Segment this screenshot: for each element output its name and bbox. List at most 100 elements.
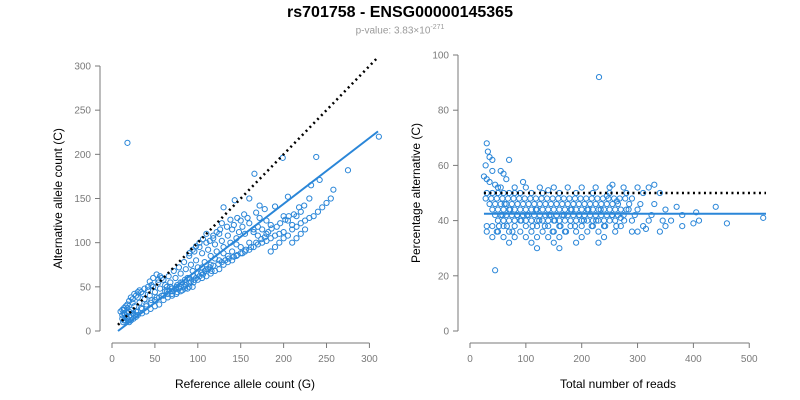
left-data-point: [261, 234, 268, 241]
right-data-point: [588, 195, 595, 202]
right-data-point: [541, 223, 548, 230]
left-data-point: [153, 271, 160, 278]
left-data-point: [297, 230, 304, 237]
left-data-point: [289, 221, 296, 229]
left-data-point: [198, 250, 206, 257]
left-y-tick-label: 300: [74, 62, 91, 73]
left-data-point: [203, 273, 210, 280]
chart-title: rs701758 - ENSG00000145365: [287, 4, 513, 21]
left-data-point: [254, 232, 261, 239]
right-data-point: [573, 228, 580, 235]
left-data-point: [186, 280, 193, 287]
right-data-point: [522, 234, 529, 241]
right-data-point: [760, 214, 767, 221]
left-data-point: [165, 273, 172, 280]
right-data-point: [499, 195, 506, 202]
right-data-point: [497, 167, 504, 175]
left-data-point: [210, 232, 217, 239]
left-data-point: [301, 217, 309, 224]
right-data-point: [483, 140, 490, 147]
left-data-point: [129, 299, 136, 306]
left-data-point: [220, 204, 227, 211]
right-data-point: [504, 195, 512, 202]
right-data-point: [628, 228, 636, 235]
right-data-point: [656, 189, 663, 197]
right-data-point: [492, 267, 499, 274]
left-data-point: [131, 290, 138, 297]
left-data-point: [117, 308, 124, 315]
right-data-point: [483, 223, 490, 230]
left-x-tick-label: 250: [318, 354, 335, 365]
left-data-point: [261, 206, 268, 213]
right-data-point: [545, 223, 552, 230]
left-data-point: [167, 279, 174, 286]
left-data-point: [314, 208, 322, 215]
right-data-point: [592, 200, 599, 208]
left-data-point: [259, 226, 266, 233]
left-data-point: [253, 209, 260, 216]
right-data-point: [500, 234, 507, 241]
right-data-point: [612, 228, 619, 235]
left-y-tick-label: 200: [74, 150, 91, 161]
left-reference-line: [117, 56, 379, 326]
left-data-point: [233, 241, 240, 248]
right-data-point: [608, 211, 615, 219]
right-y-tick-label: 80: [438, 106, 450, 117]
right-y-axis-label: Percentage alternative (C): [409, 123, 423, 263]
right-data-point: [483, 228, 490, 235]
right-data-point: [645, 217, 652, 224]
scatter-plot-counts: 0 50 100 150 200 250 300 Reference allele count…: [51, 56, 382, 391]
right-data-point: [594, 195, 601, 202]
left-data-point: [186, 252, 193, 260]
right-data-point: [595, 73, 603, 81]
right-data-point: [549, 228, 556, 235]
right-data-point: [507, 206, 514, 213]
right-data-point: [494, 217, 502, 224]
right-data-point: [580, 217, 588, 224]
right-data-point: [648, 211, 655, 219]
left-data-point: [319, 204, 326, 211]
right-data-point: [517, 228, 524, 235]
left-data-point: [182, 266, 189, 273]
right-data-point: [500, 217, 507, 224]
right-data-point: [581, 200, 588, 208]
left-data-point: [279, 154, 286, 161]
right-data-point: [497, 184, 504, 191]
right-data-point: [521, 195, 528, 202]
right-data-point: [578, 223, 585, 230]
right-data-point: [679, 223, 686, 230]
left-data-point: [211, 241, 219, 248]
left-data-point: [203, 239, 210, 246]
right-data-point: [489, 234, 496, 241]
right-data-point: [514, 200, 521, 208]
right-data-point: [600, 234, 608, 241]
left-data-point: [182, 281, 189, 289]
left-fit-line: [117, 130, 379, 332]
right-data-point: [656, 228, 663, 235]
right-data-point: [509, 228, 516, 235]
right-data-point: [597, 206, 604, 213]
right-data-point: [543, 195, 551, 202]
scatter-plot-percentage: 0 100 200 300 400 500 Total number of reads 0 20…: [409, 51, 767, 391]
left-data-point: [280, 235, 287, 242]
right-data-point: [516, 195, 523, 202]
right-data-point: [570, 200, 577, 208]
right-data-point: [523, 211, 531, 219]
right-data-point: [571, 195, 579, 202]
right-data-point: [494, 206, 502, 213]
right-data-point: [567, 217, 574, 224]
left-data-point: [250, 243, 257, 251]
left-data-point: [218, 220, 225, 227]
right-y-tick-label: 0: [443, 327, 449, 338]
left-data-point: [162, 281, 169, 289]
left-data-point: [230, 221, 237, 229]
right-data-point: [622, 195, 629, 202]
left-data-point: [160, 296, 167, 304]
left-data-point: [282, 216, 289, 223]
right-data-point: [613, 198, 620, 205]
left-data-point: [295, 204, 303, 211]
right-data-point: [634, 228, 641, 235]
right-data-point: [662, 206, 669, 213]
